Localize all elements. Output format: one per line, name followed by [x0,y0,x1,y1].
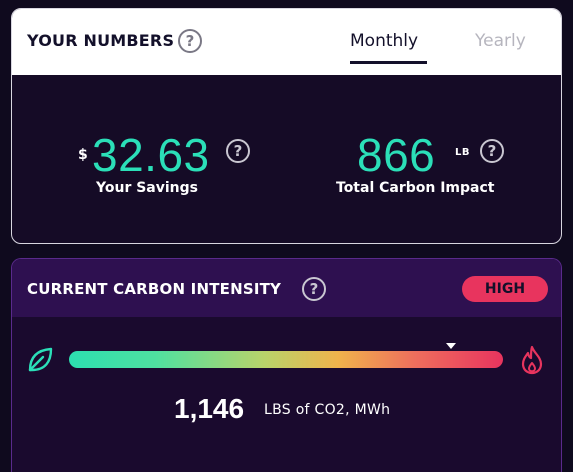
savings-label: Your Savings [96,180,198,196]
numbers-title: YOUR NUMBERS [27,31,175,50]
carbon-impact-unit: LB [455,147,470,158]
tab-yearly[interactable]: Yearly [475,31,526,51]
savings-help-icon[interactable]: ? [226,139,250,163]
carbon-intensity-unit: LBS of CO2, MWh [264,402,391,418]
numbers-header: YOUR NUMBERS ? Monthly Yearly [12,9,561,75]
carbon-impact-help-icon[interactable]: ? [480,139,504,163]
intensity-title: CURRENT CARBON INTENSITY [27,280,282,298]
tab-monthly[interactable]: Monthly [350,31,419,51]
flame-icon [521,345,543,375]
savings-currency: $ [78,147,88,163]
numbers-help-icon[interactable]: ? [178,29,202,53]
tab-monthly-underline [350,61,427,64]
leaf-icon [28,347,53,372]
intensity-help-icon[interactable]: ? [302,277,326,301]
carbon-intensity-value: 1,146 [174,393,245,424]
intensity-level-badge: HIGH [462,276,548,302]
carbon-intensity-gauge [69,351,503,368]
savings-value: 32.63 [92,129,210,181]
numbers-card: YOUR NUMBERS ? Monthly Yearly $ 32.63 ? … [11,8,562,244]
carbon-impact-value: 866 [357,129,436,181]
carbon-impact-label: Total Carbon Impact [336,180,495,196]
intensity-header: CURRENT CARBON INTENSITY ? HIGH [12,259,561,317]
carbon-intensity-card: CURRENT CARBON INTENSITY ? HIGH 1,146 LB… [11,258,562,472]
gauge-marker [445,343,456,349]
